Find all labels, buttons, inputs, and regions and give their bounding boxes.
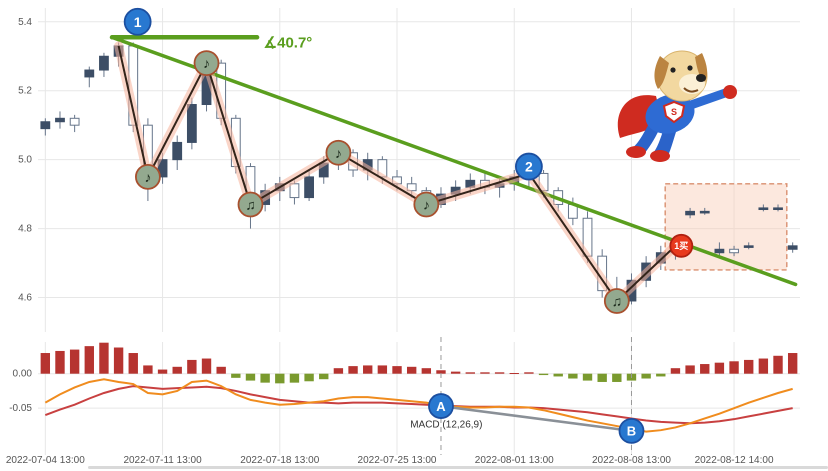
svg-text:2022-07-11 13:00: 2022-07-11 13:00 bbox=[123, 455, 202, 465]
svg-text:2022-07-25 13:00: 2022-07-25 13:00 bbox=[358, 455, 437, 465]
svg-text:♪: ♪ bbox=[423, 197, 430, 213]
svg-text:2022-08-01 13:00: 2022-08-01 13:00 bbox=[475, 455, 554, 465]
svg-text:5.4: 5.4 bbox=[18, 17, 32, 28]
angle-annotation: ∡40.7° bbox=[264, 35, 313, 52]
music-note-marker[interactable]: ♪ bbox=[193, 50, 220, 77]
dea-line bbox=[44, 385, 793, 425]
macd-histogram bbox=[40, 342, 798, 384]
svg-text:B: B bbox=[627, 424, 636, 439]
timeline-scrollbar[interactable] bbox=[88, 466, 828, 469]
svg-text:♪: ♪ bbox=[144, 169, 151, 185]
buy-signal-badge[interactable]: 1买 bbox=[669, 233, 694, 258]
macd-params-label: MACD (12,26,9) bbox=[410, 419, 482, 430]
macd-marker-b[interactable]: B bbox=[618, 417, 645, 444]
dif-line bbox=[44, 378, 793, 433]
time-axis-labels: 2022-07-04 13:00 2022-07-11 13:00 2022-07-… bbox=[6, 455, 774, 465]
svg-text:1: 1 bbox=[134, 14, 142, 30]
svg-text:2: 2 bbox=[525, 159, 533, 175]
svg-text:♫: ♫ bbox=[245, 197, 256, 213]
music-note-marker[interactable]: ♪ bbox=[325, 139, 352, 166]
svg-text:4.6: 4.6 bbox=[18, 293, 32, 304]
svg-text:2022-07-04 13:00: 2022-07-04 13:00 bbox=[6, 455, 85, 465]
svg-text:2022-08-08 13:00: 2022-08-08 13:00 bbox=[592, 455, 671, 465]
svg-text:♫: ♫ bbox=[612, 293, 623, 309]
svg-text:♪: ♪ bbox=[203, 55, 210, 71]
music-note-marker[interactable]: ♫ bbox=[603, 288, 630, 314]
divergence-connector bbox=[440, 404, 632, 433]
svg-text:4.8: 4.8 bbox=[18, 224, 32, 235]
svg-text:0.00: 0.00 bbox=[13, 369, 33, 380]
svg-text:2022-07-18 13:00: 2022-07-18 13:00 bbox=[240, 455, 319, 465]
svg-text:♪: ♪ bbox=[335, 145, 342, 161]
svg-text:2022-08-12 14:00: 2022-08-12 14:00 bbox=[695, 455, 774, 465]
price-axis-labels: 5.4 5.2 5.0 4.8 4.6 0.00 -0.05 bbox=[9, 17, 32, 414]
music-note-marker[interactable]: ♪ bbox=[413, 191, 440, 218]
svg-text:1买: 1买 bbox=[674, 241, 688, 251]
svg-text:5.2: 5.2 bbox=[18, 86, 32, 97]
svg-text:5.0: 5.0 bbox=[18, 155, 32, 166]
svg-text:-0.05: -0.05 bbox=[9, 403, 32, 414]
macd-marker-a[interactable]: A bbox=[428, 393, 454, 419]
wave-marker-2[interactable]: 2 bbox=[515, 152, 543, 181]
music-note-marker[interactable]: ♫ bbox=[237, 191, 264, 218]
wave-marker-1[interactable]: 1 bbox=[123, 7, 152, 36]
svg-text:A: A bbox=[436, 399, 446, 414]
music-note-marker[interactable]: ♪ bbox=[135, 163, 161, 190]
